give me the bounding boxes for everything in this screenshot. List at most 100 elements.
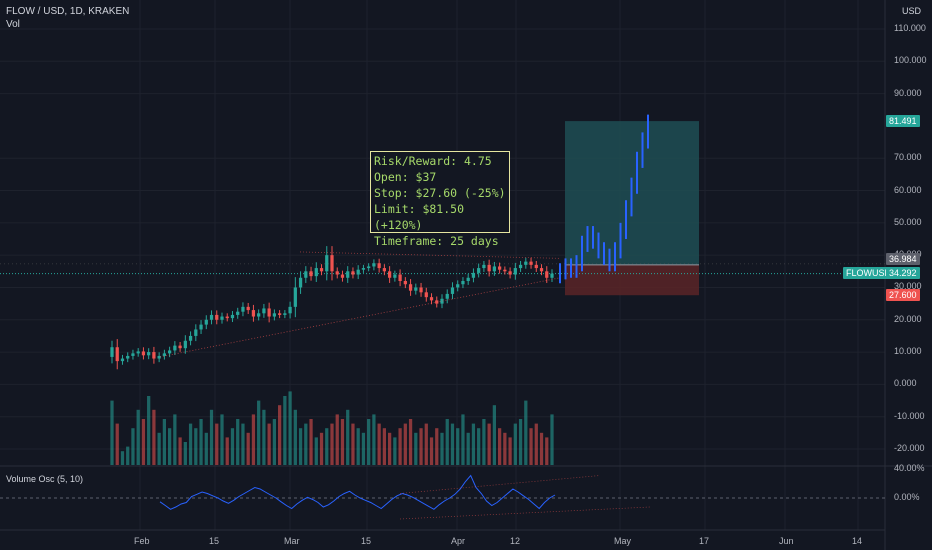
volume-bar: [178, 437, 182, 465]
candle-body: [204, 319, 208, 325]
price-axis-label: 60.000: [894, 184, 922, 195]
projection-bar: [575, 255, 578, 278]
candle-body: [188, 335, 193, 341]
oscillator-title[interactable]: Volume Osc (5, 10): [6, 474, 84, 484]
candle-body: [236, 311, 240, 315]
candle-body: [529, 261, 533, 265]
candle-body: [393, 274, 397, 278]
stop-price-tag: 27.600: [886, 289, 920, 301]
candle-body: [325, 255, 329, 272]
volume-bar: [377, 423, 381, 465]
volume-bar: [403, 423, 407, 465]
volume-bar: [183, 442, 187, 465]
volume-bar: [230, 428, 235, 465]
volume-bar: [461, 414, 465, 465]
volume-bar: [173, 414, 177, 465]
volume-bar: [492, 405, 497, 465]
projection-bar: [608, 248, 611, 272]
candle-body: [419, 287, 423, 293]
candle-body: [288, 306, 292, 314]
risk-reward-annotation[interactable]: Risk/Reward: 4.75 Open: $37 Stop: $27.60…: [370, 151, 510, 248]
projection-bar: [559, 263, 561, 284]
volume-bar: [188, 423, 193, 465]
candle-body: [356, 269, 360, 275]
candle-body: [398, 274, 402, 281]
volume-bar: [293, 409, 297, 465]
projection-bars: [559, 114, 649, 284]
projection-bar: [603, 242, 605, 265]
price-axis-label: -10.000: [894, 410, 925, 421]
candle-body: [545, 271, 549, 278]
volume-bar: [152, 409, 156, 465]
volume-bar: [471, 423, 476, 465]
vol-indicator-label[interactable]: Vol: [6, 19, 20, 30]
candle-body: [440, 298, 444, 304]
candle-body: [524, 261, 528, 265]
candle-body: [183, 340, 187, 349]
candle-body: [497, 266, 502, 270]
candle-body: [518, 264, 523, 269]
volume-bar: [524, 400, 528, 465]
volume-bar: [215, 423, 219, 465]
volume-bar: [529, 428, 533, 465]
time-axis-label: 17: [699, 536, 710, 546]
candle-body: [309, 271, 313, 277]
volume-bar: [440, 432, 444, 465]
projection-bar: [625, 200, 627, 239]
volume-bar: [466, 432, 470, 465]
volume-bar: [262, 409, 266, 465]
volume-bar: [497, 428, 502, 465]
candle-body: [167, 350, 172, 354]
candle-body: [539, 268, 544, 272]
volume-bar: [534, 423, 538, 465]
candle-body: [319, 268, 324, 272]
candle-body: [513, 268, 517, 275]
volume-bar: [503, 432, 507, 465]
time-axis-label: 15: [361, 536, 372, 546]
price-axis-label: 20.000: [894, 313, 922, 324]
price-axis-label: 100.000: [894, 55, 927, 66]
candle-body: [503, 269, 507, 272]
volume-bar: [115, 423, 119, 465]
price-axis-label: 110.000: [894, 23, 926, 33]
candle-body: [492, 266, 497, 272]
volume-bar: [304, 423, 308, 465]
volume-bar: [429, 437, 434, 465]
trend-lines: [159, 251, 561, 358]
candle-body: [482, 264, 486, 269]
candle-body: [487, 264, 491, 272]
volume-bar: [367, 419, 371, 465]
price-axis-label: 50.000: [894, 216, 922, 227]
volume-bar: [382, 428, 387, 465]
volume-bar: [246, 432, 250, 465]
volume-bar: [136, 409, 140, 465]
candle-body: [387, 271, 392, 278]
target-price-tag: 81.491: [886, 115, 920, 127]
candle-body: [277, 313, 282, 315]
osc-line: [159, 474, 556, 510]
symbol-title[interactable]: FLOW / USD, 1D, KRAKEN: [6, 6, 130, 17]
volume-bar: [314, 437, 318, 465]
candle-body: [115, 347, 119, 362]
volume-bar: [277, 405, 282, 465]
currency-label: USD: [902, 6, 922, 16]
volume-bar: [456, 428, 460, 465]
timeframe-line: Timeframe: 25 days: [374, 234, 499, 248]
volume-bar: [309, 419, 313, 465]
projection-bar: [586, 226, 589, 252]
time-axis-label: 12: [510, 536, 521, 546]
volume-bar: [356, 428, 360, 465]
volume-bar: [477, 428, 481, 465]
candle-body: [194, 329, 198, 336]
volume-bar: [393, 437, 397, 465]
candle-body: [298, 277, 303, 288]
candle-body: [382, 268, 387, 272]
risk-reward-line: Risk/Reward: 4.75: [374, 154, 492, 168]
candle-body: [450, 287, 455, 294]
candle-body: [126, 355, 130, 359]
price-axis-label: 90.000: [894, 87, 922, 98]
candle-body: [351, 271, 355, 275]
osc-axis-label: 40.00%: [894, 463, 925, 473]
